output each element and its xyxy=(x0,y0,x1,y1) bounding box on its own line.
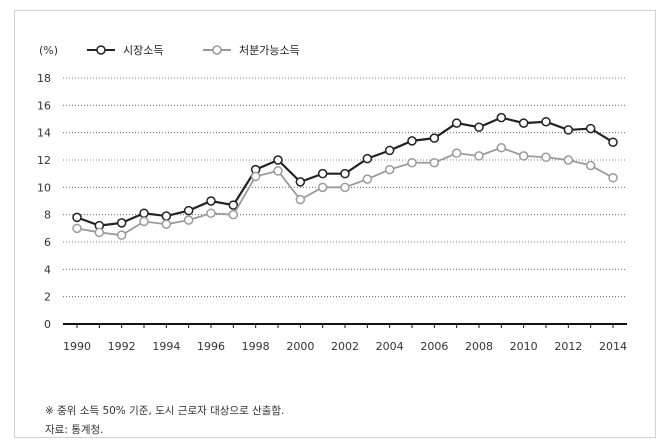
y-tick-label: 6 xyxy=(44,236,51,249)
y-axis-unit-label: (%) xyxy=(39,44,58,57)
data-point xyxy=(317,182,328,193)
axes xyxy=(63,323,627,328)
data-point xyxy=(139,216,149,227)
data-point xyxy=(161,211,172,221)
data-point xyxy=(206,208,216,219)
legend-label: 시장소득 xyxy=(123,44,163,57)
y-tick-label: 16 xyxy=(37,99,51,112)
data-point xyxy=(295,177,306,187)
data-point xyxy=(541,152,551,163)
data-point xyxy=(94,227,105,238)
data-point xyxy=(407,157,417,168)
data-point xyxy=(585,160,596,171)
x-tick-label: 1992 xyxy=(108,340,136,353)
chart-frame: 0 2 4 6 8 10 12 14 16 18 1990 1992 1994 1996 1998 2000… xyxy=(14,10,656,438)
data-point xyxy=(340,182,350,193)
x-tick-label: 2010 xyxy=(510,340,538,353)
y-tick-label: 14 xyxy=(37,127,51,140)
x-tick-label: 2004 xyxy=(376,340,404,353)
data-point xyxy=(585,123,596,134)
series-2 xyxy=(72,142,618,240)
data-point xyxy=(518,118,529,128)
data-point xyxy=(273,155,283,165)
y-tick-label: 8 xyxy=(44,209,51,222)
data-point xyxy=(474,151,484,161)
data-point xyxy=(72,212,82,223)
x-tick-label: 1994 xyxy=(152,340,180,353)
data-point xyxy=(340,168,350,179)
legend-marker xyxy=(96,45,106,55)
y-tick-label: 2 xyxy=(44,291,51,304)
data-point xyxy=(139,208,149,219)
data-point xyxy=(317,168,328,179)
data-point xyxy=(429,157,440,168)
x-tick-label: 1998 xyxy=(242,340,270,353)
series-1 xyxy=(72,112,618,231)
y-tick-label: 0 xyxy=(44,318,51,331)
data-point xyxy=(228,209,239,220)
data-point xyxy=(116,218,127,228)
data-point xyxy=(206,196,216,206)
data-point xyxy=(250,171,261,182)
data-point xyxy=(518,151,529,161)
legend-marker xyxy=(212,45,222,55)
data-point xyxy=(183,215,194,225)
data-point xyxy=(72,223,82,234)
series-layer xyxy=(72,112,618,240)
x-tick-label: 2000 xyxy=(286,340,314,353)
x-tick-label: 2002 xyxy=(331,340,359,353)
data-point xyxy=(362,174,373,184)
data-point xyxy=(563,125,574,135)
data-point xyxy=(228,200,239,210)
chart-notes: ※ 중위 소득 50% 기준, 도시 근로자 대상으로 산출함. 자료: 통계청… xyxy=(45,402,284,440)
data-point xyxy=(384,145,395,156)
x-tick-label: 2008 xyxy=(465,340,493,353)
data-point xyxy=(608,173,618,183)
y-tick-label: 18 xyxy=(37,72,51,85)
data-point xyxy=(116,230,127,240)
line-chart: 0 2 4 6 8 10 12 14 16 18 1990 1992 1994 1996 1998 2000… xyxy=(37,44,627,353)
y-tick-label: 10 xyxy=(37,181,51,194)
data-point xyxy=(429,133,440,143)
data-point xyxy=(563,155,574,165)
data-point xyxy=(362,153,373,164)
y-tick-label: 4 xyxy=(44,263,51,276)
data-point xyxy=(451,148,462,158)
y-axis-ticks: 0 2 4 6 8 10 12 14 16 18 xyxy=(37,72,51,331)
x-tick-label: 2014 xyxy=(599,340,627,353)
legend-label: 처분가능소득 xyxy=(239,44,300,57)
data-point xyxy=(496,142,507,153)
data-point xyxy=(384,164,395,175)
data-point xyxy=(608,137,618,147)
x-tick-label: 2006 xyxy=(420,340,448,353)
footnote: ※ 중위 소득 50% 기준, 도시 근로자 대상으로 산출함. xyxy=(45,405,285,417)
data-point xyxy=(541,116,551,127)
x-axis-ticks: 1990 1992 1994 1996 1998 2000 2002 2004 2006 2008… xyxy=(63,340,627,353)
data-point xyxy=(183,205,194,216)
data-point xyxy=(451,118,462,128)
data-point xyxy=(407,136,417,146)
x-tick-label: 1990 xyxy=(63,340,91,353)
legend: 시장소득 처분가능소득 xyxy=(87,44,300,57)
data-point xyxy=(496,112,507,123)
data-point xyxy=(273,166,283,176)
data-point xyxy=(295,194,306,205)
data-point xyxy=(161,219,172,229)
x-tick-label: 1996 xyxy=(197,340,225,353)
data-point xyxy=(474,122,484,132)
x-tick-label: 2012 xyxy=(554,340,582,353)
y-tick-label: 12 xyxy=(37,154,51,167)
source-note: 자료: 통계청. xyxy=(45,424,104,436)
